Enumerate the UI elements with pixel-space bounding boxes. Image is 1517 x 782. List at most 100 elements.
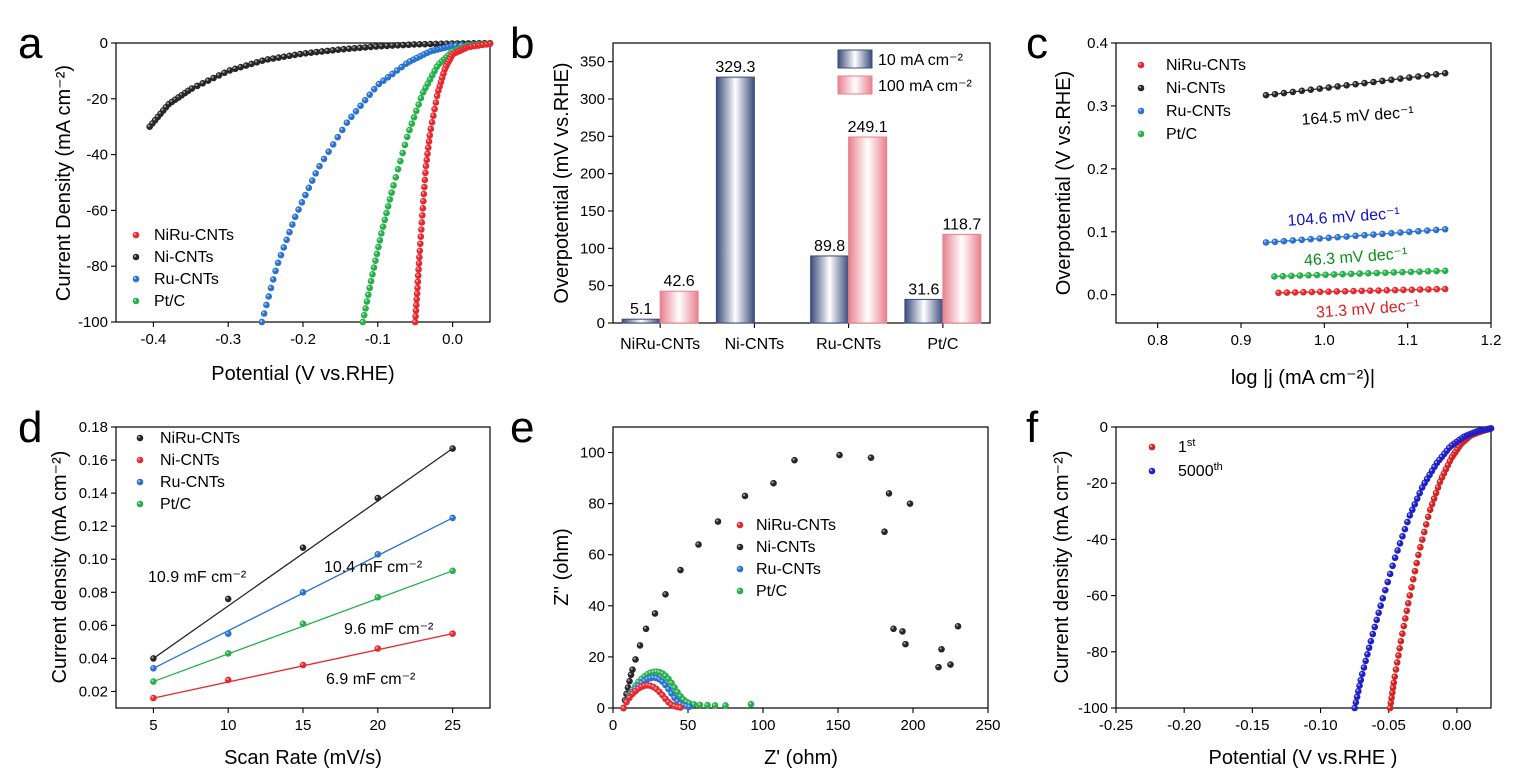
data-point-highlight: [415, 285, 418, 289]
data-point: [1341, 287, 1349, 295]
panel-label: c: [1026, 19, 1048, 68]
y-axis-label: Overpotential (V vs.RHE): [1053, 71, 1075, 296]
data-point: [363, 298, 371, 305]
data-point-highlight: [432, 107, 435, 110]
data-point: [449, 445, 456, 452]
data-point-highlight: [663, 696, 666, 700]
data-point-highlight: [651, 669, 654, 673]
data-point-highlight: [621, 705, 624, 709]
data-point-highlight: [1366, 271, 1369, 274]
data-point: [629, 666, 636, 673]
slope-annotation: 46.3 mV dec⁻¹: [1303, 245, 1408, 269]
data-point-highlight: [310, 178, 313, 181]
legend-label: 100 mA cm⁻²: [878, 78, 972, 95]
data-point: [418, 219, 426, 226]
data-point-highlight: [705, 703, 708, 706]
data-point: [374, 645, 382, 652]
plot-frame: [612, 42, 991, 324]
y-tick-label: 250: [580, 128, 605, 145]
legend-marker: [1137, 61, 1145, 69]
data-point: [415, 266, 422, 273]
data-point-highlight: [287, 53, 290, 57]
data-point: [1424, 268, 1432, 275]
data-point-highlight: [1290, 238, 1294, 241]
data-point-highlight: [1361, 665, 1365, 668]
x-tick-label: -0.10: [1303, 717, 1337, 734]
x-tick-label: -0.15: [1235, 717, 1269, 734]
data-point: [1416, 268, 1423, 275]
data-point: [1365, 644, 1373, 652]
y-tick-label: -40: [1086, 531, 1108, 548]
data-point: [339, 126, 346, 134]
data-point: [418, 226, 425, 233]
data-point-highlight: [1323, 272, 1326, 275]
category-label: Ru-CNTs: [816, 336, 881, 353]
data-point-highlight: [1426, 514, 1429, 518]
data-point: [1396, 540, 1404, 547]
data-point: [366, 284, 373, 292]
y-tick-label: 0: [1100, 419, 1108, 436]
data-point-highlight: [412, 115, 415, 118]
data-point: [1397, 75, 1404, 83]
data-point: [419, 88, 427, 96]
data-point: [433, 92, 441, 100]
data-point: [413, 301, 420, 309]
data-point-highlight: [409, 121, 413, 124]
legend-marker: [1137, 107, 1145, 115]
data-point-highlight: [1443, 268, 1446, 272]
data-point-highlight: [428, 42, 431, 45]
data-point-highlight: [1318, 289, 1321, 293]
data-point-highlight: [1357, 683, 1360, 686]
data-point: [425, 138, 433, 145]
legend-marker-highlight: [133, 232, 137, 236]
data-point: [1424, 513, 1432, 521]
data-point-highlight: [375, 496, 379, 499]
data-point: [1316, 235, 1324, 242]
data-point: [881, 528, 888, 536]
data-point: [1351, 704, 1358, 712]
series-NiRu-CNTs: [411, 40, 494, 326]
data-point-highlight: [1356, 689, 1359, 692]
data-point-highlight: [430, 73, 433, 76]
legend-marker-highlight: [1138, 85, 1142, 89]
data-point-highlight: [1358, 678, 1362, 681]
y-tick-label: 0: [597, 700, 605, 717]
data-point-highlight: [266, 294, 269, 297]
data-point-highlight: [1432, 496, 1435, 499]
category-label: NiRu-CNTs: [620, 336, 700, 353]
data-point-highlight: [379, 231, 382, 234]
y-tick-label: -40: [86, 147, 108, 164]
data-point-highlight: [276, 55, 279, 58]
data-point-highlight: [381, 224, 384, 227]
data-point-highlight: [227, 68, 231, 71]
data-point-highlight: [1441, 471, 1445, 474]
data-point: [1361, 231, 1368, 239]
data-point-highlight: [1380, 231, 1383, 235]
data-point: [1298, 87, 1306, 95]
data-point-highlight: [633, 657, 636, 660]
data-point: [325, 148, 332, 155]
data-point-highlight: [417, 42, 420, 45]
data-point-highlight: [435, 93, 438, 97]
data-point: [1275, 289, 1282, 297]
legend-label: Ni-CNTs: [160, 452, 220, 469]
data-point-highlight: [313, 171, 316, 174]
data-point-highlight: [1317, 86, 1321, 89]
data-point-highlight: [1403, 616, 1406, 619]
data-point-highlight: [382, 217, 386, 221]
data-point-highlight: [414, 108, 417, 112]
data-point: [224, 595, 232, 603]
y-axis-label: Current density (mA cm⁻²): [49, 451, 71, 684]
legend-label: Pt/C: [1166, 126, 1197, 143]
data-point-highlight: [347, 46, 350, 49]
data-point-highlight: [624, 691, 627, 695]
data-point-highlight: [666, 700, 669, 703]
capacitance-annotation: 10.9 mF cm⁻²: [148, 569, 247, 586]
legend-marker-highlight: [133, 298, 137, 302]
x-tick-label: 10: [220, 717, 237, 734]
data-point: [370, 264, 378, 271]
data-point: [1375, 609, 1382, 617]
data-point-highlight: [627, 679, 630, 682]
data-point-highlight: [422, 42, 426, 45]
data-point-highlight: [678, 567, 681, 571]
